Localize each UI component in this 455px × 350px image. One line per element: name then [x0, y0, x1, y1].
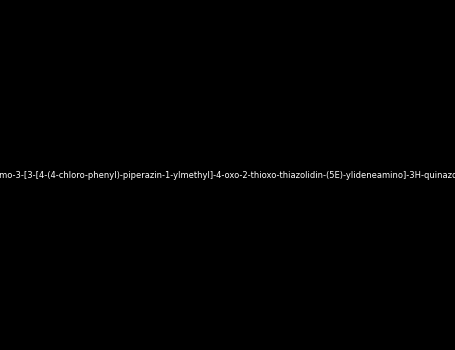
Text: 6,8-Dibromo-3-[3-[4-(4-chloro-phenyl)-piperazin-1-ylmethyl]-4-oxo-2-thioxo-thiaz: 6,8-Dibromo-3-[3-[4-(4-chloro-phenyl)-pi… — [0, 170, 455, 180]
